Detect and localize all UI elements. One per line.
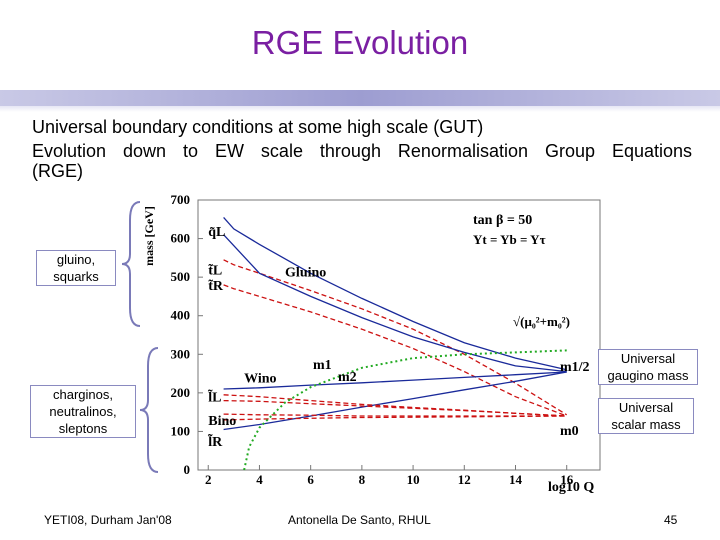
brace-gluino: [121, 201, 141, 327]
slide-title: RGE Evolution: [251, 24, 469, 61]
x-axis-label: log10 Q: [548, 480, 594, 495]
series--0-m0--line: [243, 349, 567, 471]
label-m2: m2: [338, 370, 357, 385]
footer-center: Antonella De Santo, RHUL: [288, 513, 431, 527]
series-group: [223, 216, 568, 471]
label-m0: m0: [560, 424, 579, 439]
x-tick-label: 14: [509, 472, 523, 487]
label-sqrt: √(μ₀²+m₀²): [513, 314, 570, 329]
y-tick-label: 700: [171, 192, 191, 207]
bullet-evolution-text: Evolution down to EW scale through Renor…: [32, 141, 692, 161]
y-tick-label: 500: [171, 269, 191, 284]
y-tick-labels: 0 100 200 300 400 500 600 700: [171, 192, 203, 477]
x-tick-labels: 2 4 6 8 10 12 14 16: [205, 465, 574, 487]
series-label: Gluino: [285, 265, 326, 280]
label-m1: m1: [313, 358, 332, 373]
note-scalar-mass: Universal scalar mass: [598, 398, 694, 434]
x-tick-label: 6: [307, 472, 314, 487]
y-tick-label: 200: [171, 385, 191, 400]
rge-plot-svg: mass [GeV] 0 100 200 300 400 500 600 700 2 4 6 8 10…: [138, 178, 620, 522]
series-wino-line: [223, 371, 567, 390]
y-tick-label: 400: [171, 308, 191, 323]
plot-background: [138, 178, 620, 522]
series-higgs2-line: [223, 415, 567, 421]
series-label: Wino: [244, 371, 276, 386]
y-axis-label: mass [GeV]: [142, 206, 156, 266]
y-tick-label: 300: [171, 346, 191, 361]
series-label: q̃L: [208, 225, 225, 240]
y-tick-label: 600: [171, 231, 191, 246]
title-band: [0, 90, 720, 106]
param-yukawa: Yt = Yb = Yτ: [473, 232, 546, 247]
series-t-l-line: [223, 259, 568, 416]
note-gluino-squarks: gluino, squarks: [36, 250, 116, 286]
series-gluino-line: [223, 234, 567, 373]
x-tick-label: 8: [359, 472, 366, 487]
series-label: t̃R: [208, 278, 224, 294]
note-gaugino-line1: Universal: [620, 351, 676, 366]
series-label: t̃L: [208, 263, 222, 279]
series-q-l-line: [223, 216, 567, 371]
y-tick-label: 100: [171, 423, 191, 438]
rge-plot: mass [GeV] 0 100 200 300 400 500 600 700 2 4 6 8 10…: [138, 178, 620, 522]
label-m12: m1/2: [560, 360, 590, 375]
series-label: Bino: [208, 414, 236, 429]
note-charginos: charginos, neutralinos, sleptons: [30, 385, 136, 438]
x-tick-label: 2: [205, 472, 212, 487]
note-charginos-line1: charginos,: [53, 387, 113, 402]
y-tick-label: 0: [184, 462, 191, 477]
param-tanbeta: tan β = 50: [473, 213, 532, 228]
series-t-r-line: [223, 284, 567, 417]
series-bino-line: [223, 371, 567, 431]
series-labels: q̃L t̃Lt̃R Gluino Wino Bino l̃L l̃R: [208, 225, 326, 450]
bullet-rge: (RGE): [32, 161, 83, 181]
note-gaugino-mass: Universal gaugino mass: [598, 349, 698, 385]
note-gluino-line1: gluino,: [56, 252, 96, 267]
x-tick-label: 10: [407, 472, 420, 487]
title-band-fade: [0, 106, 720, 112]
brace-sleptons: [139, 347, 159, 473]
series-label: l̃L: [208, 388, 222, 406]
x-tick-label: 12: [458, 472, 471, 487]
note-scalar-line2: scalar mass: [611, 417, 681, 432]
footer-left: YETI08, Durham Jan'08: [44, 513, 172, 527]
footer-page-number: 45: [664, 513, 678, 527]
bullet-boundary-conditions: Universal boundary conditions at some hi…: [32, 117, 484, 137]
note-gluino-line2: squarks: [53, 269, 99, 284]
note-charginos-line2: neutralinos,: [49, 404, 117, 419]
series-higgs1-line: [223, 399, 567, 417]
plot-frame: [197, 199, 601, 471]
bullet-evolution: Evolution down to EW scale through Renor…: [32, 141, 692, 162]
series-label: l̃R: [208, 432, 223, 450]
note-charginos-line3: sleptons: [58, 421, 108, 436]
note-scalar-line1: Universal: [618, 400, 674, 415]
x-tick-label: 16: [560, 472, 574, 487]
x-tick-label: 4: [256, 472, 263, 487]
note-gaugino-line2: gaugino mass: [607, 368, 689, 383]
